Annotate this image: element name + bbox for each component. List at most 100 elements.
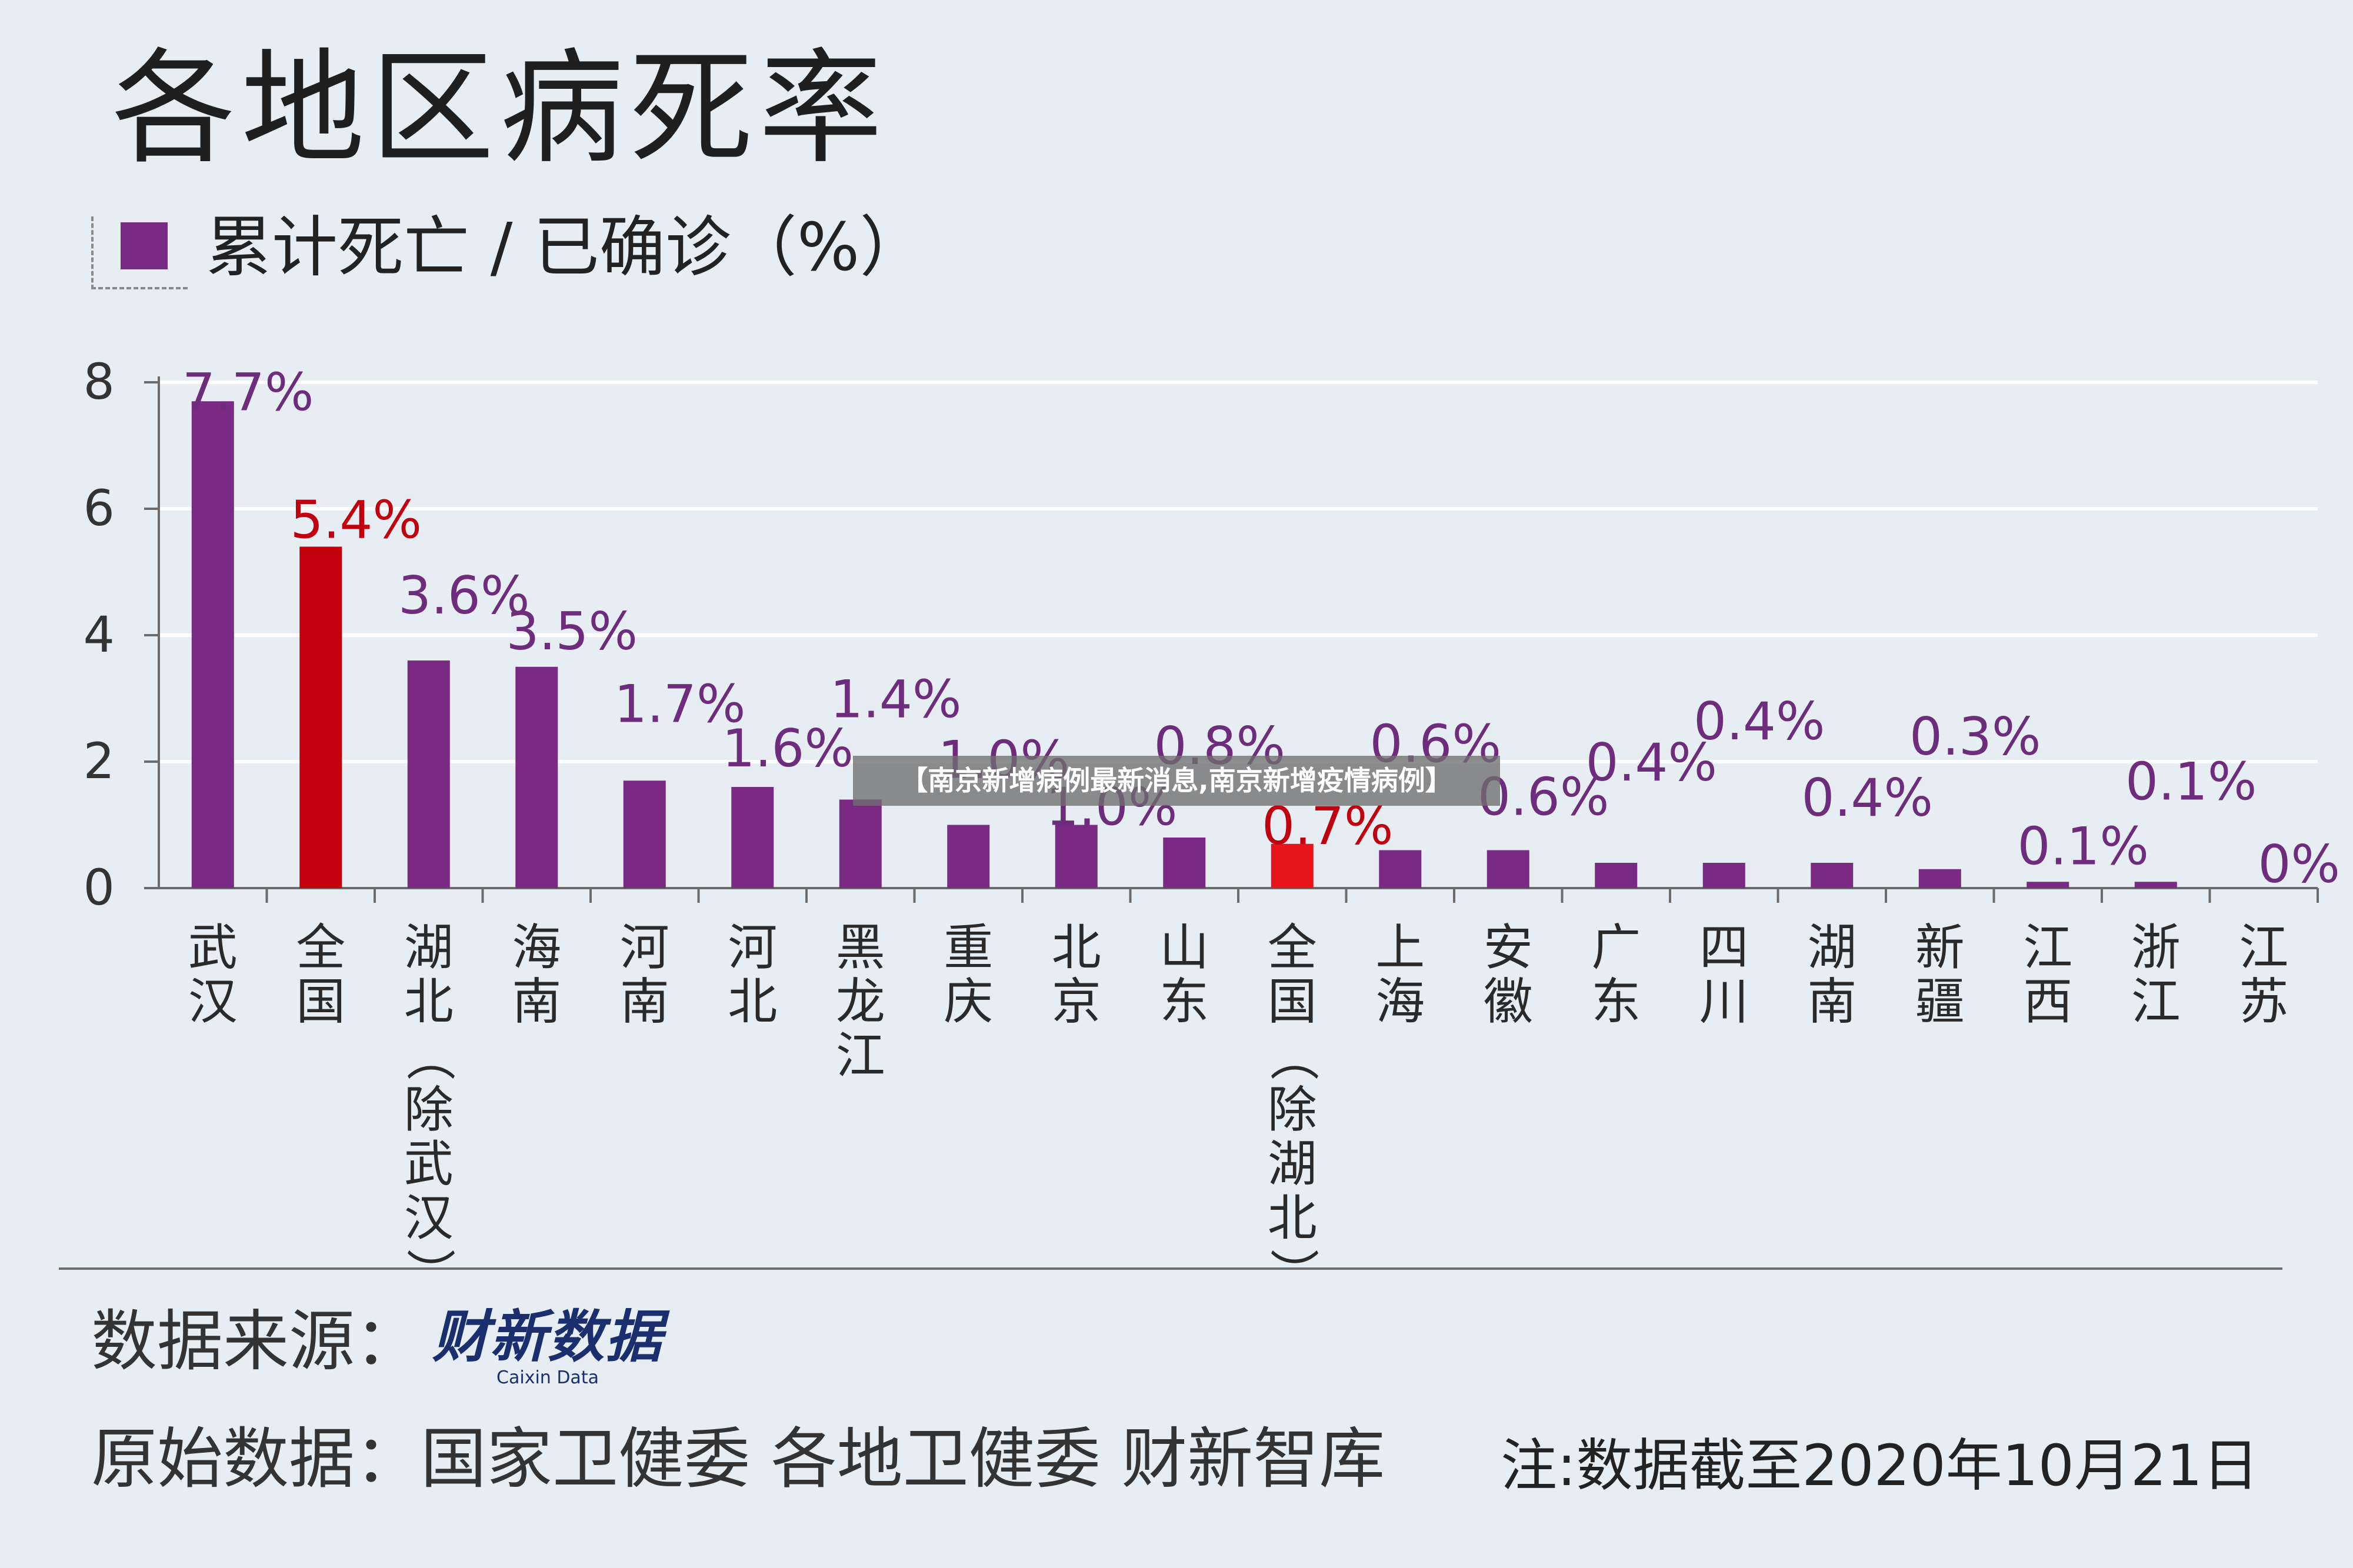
data-label: 0.1% — [2125, 751, 2257, 812]
bar — [947, 825, 990, 888]
y-tick-label: 4 — [84, 606, 115, 663]
bar — [1163, 838, 1206, 888]
category-label: 安 — [1484, 919, 1533, 976]
bar — [839, 799, 882, 888]
logo-mark: 财新数据 — [432, 1304, 663, 1370]
data-label: 7.7% — [182, 362, 314, 422]
category-label: 全 — [296, 919, 345, 976]
data-label: 1.4% — [830, 669, 962, 730]
data-label: 0.4% — [1585, 732, 1717, 793]
category-label: 四 — [1699, 919, 1749, 976]
data-label: 3.6% — [398, 565, 530, 626]
y-tick-label: 2 — [84, 732, 115, 790]
category-label: 国 — [296, 973, 345, 1030]
category-label: 北 — [404, 973, 454, 1030]
y-tick-label: 0 — [84, 859, 115, 916]
category-label: 国 — [1268, 973, 1317, 1030]
category-label: 重 — [944, 919, 993, 976]
bar — [623, 780, 666, 888]
category-label: 北 — [1268, 1189, 1317, 1247]
bar — [1055, 825, 1098, 888]
bar — [1702, 863, 1745, 888]
bar — [1379, 850, 1422, 888]
data-label: 1.6% — [722, 718, 854, 779]
data-label: 5.4% — [290, 490, 422, 551]
data-label: 0.4% — [1801, 768, 1933, 828]
bar — [1918, 869, 1961, 888]
category-label: 苏 — [2239, 973, 2288, 1030]
logo-subtitle: Caixin Data — [496, 1367, 599, 1388]
category-label: 河 — [620, 919, 669, 976]
footer-divider — [59, 1267, 2282, 1270]
category-label: 湖 — [1807, 919, 1857, 976]
category-label: ） — [1264, 1248, 1322, 1265]
category-label: 汉 — [404, 1189, 454, 1247]
category-label: 除 — [1268, 1081, 1317, 1139]
data-label: 0% — [2258, 834, 2340, 895]
category-label: ） — [401, 1248, 458, 1265]
raw-source-text: 原始数据：国家卫健委 各地卫健委 财新智库 — [91, 1421, 1385, 1497]
category-label: 河 — [728, 919, 777, 976]
category-label: 黑 — [836, 919, 885, 976]
category-label: 南 — [512, 973, 561, 1030]
bar — [1271, 843, 1314, 888]
category-label: 江 — [2131, 973, 2181, 1030]
legend-label: 累计死亡 / 已确诊（%） — [206, 209, 926, 286]
category-label: 东 — [1159, 973, 1209, 1030]
category-label: 海 — [1375, 973, 1425, 1030]
category-label: 江 — [2239, 919, 2288, 976]
category-label: 龙 — [836, 973, 885, 1030]
category-label: 除 — [404, 1081, 454, 1139]
category-label: 南 — [1807, 973, 1857, 1030]
data-label: 1.7% — [614, 673, 746, 734]
category-label: 东 — [1591, 973, 1641, 1030]
data-label: 0.4% — [1694, 691, 1825, 752]
category-label: 浙 — [2131, 919, 2181, 976]
source-label: 数据来源： — [91, 1303, 421, 1380]
category-label: （ — [1264, 1032, 1322, 1081]
category-label: 北 — [1052, 919, 1101, 976]
category-label: 江 — [2023, 919, 2072, 976]
y-tick-label: 6 — [84, 479, 115, 537]
bar — [1811, 863, 1854, 888]
category-label: 北 — [728, 973, 777, 1030]
data-label: 0.3% — [1909, 706, 2041, 767]
category-label: 上 — [1375, 919, 1425, 976]
category-label: 汉 — [188, 973, 238, 1030]
data-label: 0.1% — [2017, 816, 2149, 876]
category-label: 山 — [1159, 919, 1209, 976]
category-label: 南 — [620, 973, 669, 1030]
bar-chart: 024687.7%武汉5.4%全国3.6%湖北（除武汉）3.5%海南1.7%河南… — [84, 353, 2341, 1265]
category-label: 湖 — [1268, 1135, 1317, 1193]
bar — [1595, 863, 1638, 888]
category-label: 武 — [404, 1135, 454, 1193]
category-label: 庆 — [944, 973, 993, 1030]
category-label: （ — [401, 1032, 458, 1081]
legend-swatch — [121, 222, 168, 269]
y-tick-label: 8 — [84, 353, 115, 411]
category-label: 武 — [188, 919, 238, 976]
caixin-data-logo: 财新数据 Caixin Data — [432, 1309, 663, 1388]
bar — [731, 787, 774, 888]
category-label: 疆 — [1915, 973, 1965, 1030]
bar — [191, 401, 234, 888]
bar — [299, 546, 342, 888]
category-label: 广 — [1591, 919, 1641, 976]
overlay-banner: 【南京新增病例最新消息,南京新增疫情病例】 — [853, 756, 1500, 806]
legend-frame — [91, 216, 188, 289]
category-label: 新 — [1915, 919, 1965, 976]
category-label: 江 — [836, 1027, 885, 1085]
category-label: 西 — [2023, 973, 2072, 1030]
category-label: 京 — [1052, 973, 1101, 1030]
data-label: 3.5% — [506, 601, 638, 662]
category-label: 海 — [512, 919, 561, 976]
bar — [1487, 850, 1529, 888]
category-label: 川 — [1699, 973, 1749, 1030]
date-note: 注:数据截至2020年10月21日 — [1501, 1433, 2259, 1499]
category-label: 徽 — [1484, 973, 1533, 1030]
category-label: 湖 — [404, 919, 454, 976]
bar — [515, 666, 558, 888]
bar — [2027, 882, 2069, 888]
chart-title: 各地区病死率 — [112, 36, 889, 181]
bar — [407, 660, 450, 888]
